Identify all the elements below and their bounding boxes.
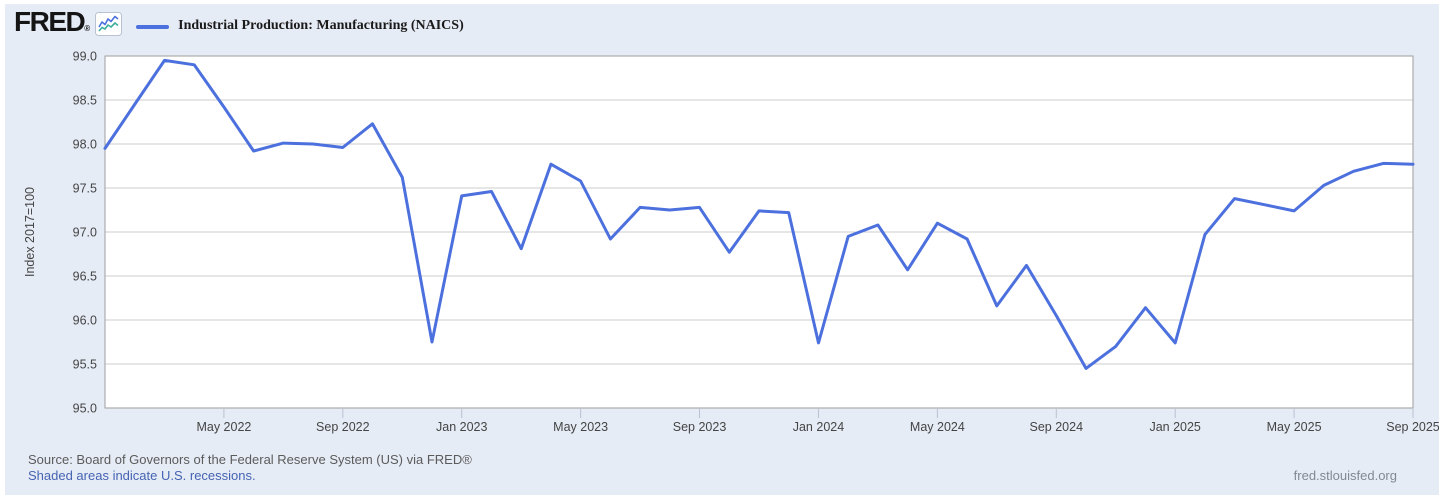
series-line (103, 58, 1415, 370)
x-tick-label: Jan 2024 (793, 420, 844, 434)
x-tick-label: Sep 2024 (1030, 420, 1084, 434)
x-tick-label: Sep 2025 (1386, 420, 1439, 434)
fred-logo[interactable]: FRED® (14, 5, 91, 37)
y-tick-label: 95.5 (73, 358, 97, 372)
y-tick-label: 95.0 (73, 402, 97, 416)
x-tick-label: Sep 2022 (316, 420, 370, 434)
y-tick-label: 98.0 (73, 138, 97, 152)
y-tick-label: 99.0 (73, 50, 97, 64)
y-tick-label: 96.0 (73, 314, 97, 328)
x-tick-label: May 2025 (1267, 420, 1322, 434)
y-axis-title: Index 2017=100 (23, 186, 37, 278)
y-tick-label: 96.5 (73, 270, 97, 284)
x-tick-label: May 2024 (910, 420, 965, 434)
fred-site-link[interactable]: fred.stlouisfed.org (1293, 468, 1397, 483)
x-tick-label: Sep 2023 (673, 420, 727, 434)
plot-border (104, 55, 1414, 409)
x-tick-label: May 2022 (196, 420, 251, 434)
recessions-link[interactable]: Shaded areas indicate U.S. recessions. (28, 468, 256, 483)
chart-header: FRED® Industrial Production: Manufacturi… (14, 5, 464, 42)
y-tick-label: 98.5 (73, 94, 97, 108)
x-tick-label: Jan 2025 (1149, 420, 1200, 434)
registered-mark-icon: ® (84, 23, 91, 33)
x-tick-label: May 2023 (553, 420, 608, 434)
y-tick-label: 97.5 (73, 182, 97, 196)
y-tick-label: 97.0 (73, 226, 97, 240)
legend-line-swatch (136, 24, 170, 29)
legend-label: Industrial Production: Manufacturing (NA… (178, 18, 464, 33)
fred-sparkline-icon (95, 11, 123, 41)
source-text: Source: Board of Governors of the Federa… (28, 452, 472, 467)
x-tick-label: Jan 2023 (436, 420, 487, 434)
